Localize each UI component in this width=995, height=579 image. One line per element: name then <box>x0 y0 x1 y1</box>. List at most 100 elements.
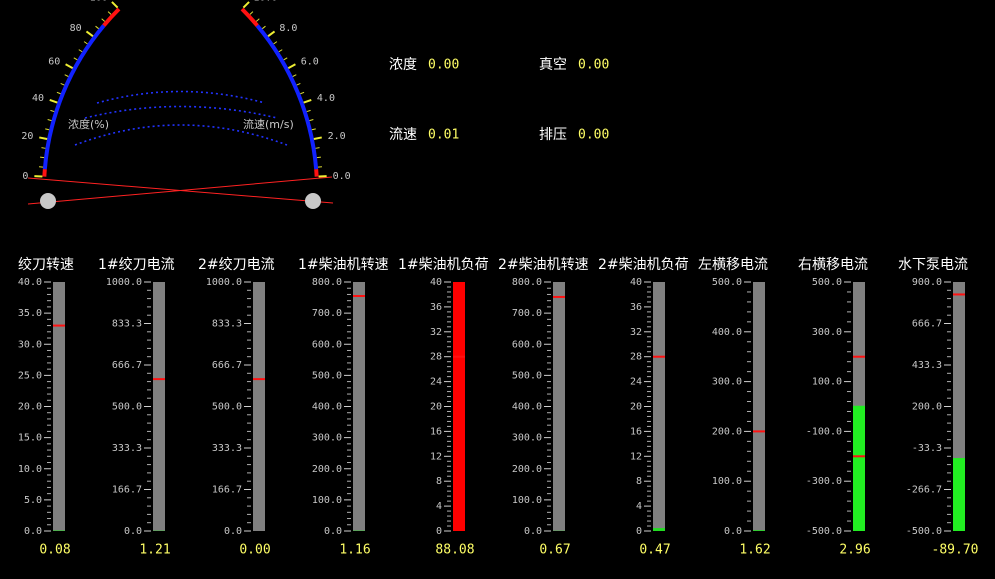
meter-tick-label: 400.0 <box>512 402 542 413</box>
gauge-tick-label: 6.0 <box>301 56 319 67</box>
meter-tick-label: 20.0 <box>18 402 42 413</box>
meter-track <box>753 282 765 531</box>
meter-title: 水下泵电流 <box>898 257 968 273</box>
meter-tick-label: 5.0 <box>24 495 42 506</box>
gauge-minor-tick <box>300 91 305 95</box>
meter-tick-label: 300.0 <box>812 327 842 338</box>
gauge-minor-tick <box>262 25 266 30</box>
meter-title: 2#绞刀电流 <box>198 256 275 273</box>
meter-tick-label: 25.0 <box>18 370 42 381</box>
meter-track <box>153 282 165 531</box>
meter-tick-label: 300.0 <box>512 433 542 444</box>
gauge-arc <box>42 168 47 177</box>
meter-tick-label: 200.0 <box>912 402 942 413</box>
meter-tick-label: 333.3 <box>112 443 142 454</box>
meter-track <box>653 282 665 531</box>
gauge-minor-tick <box>64 74 69 77</box>
meter-tick-label: 32 <box>430 327 442 338</box>
gauge-minor-tick <box>311 128 316 131</box>
gauge-arc <box>102 7 121 27</box>
meter-title: 左横移电流 <box>698 257 768 273</box>
flow-arcs <box>74 90 288 146</box>
gauge-minor-tick <box>50 109 55 113</box>
meter-tick-label: 1000.0 <box>106 277 142 288</box>
meter-title: 1#绞刀电流 <box>98 256 175 273</box>
cross-line <box>27 176 333 205</box>
gauge-minor-tick <box>316 156 321 159</box>
meter-tick-label: -500.0 <box>806 526 842 537</box>
gauge-tick <box>85 30 94 37</box>
gauge-right-label: 流速(m/s) <box>243 117 294 131</box>
meter-tick-label: 500.0 <box>112 402 142 413</box>
gauge-minor-tick <box>101 18 106 22</box>
meter-track <box>53 282 65 531</box>
meter-tick-label: 35.0 <box>18 308 42 319</box>
gauge-tick-label: 80 <box>70 23 82 34</box>
readout-value: 0.01 <box>428 128 459 143</box>
meter-title: 绞刀转速 <box>18 256 74 273</box>
meter-tick-label: -266.7 <box>906 485 942 496</box>
gauge-tick-label: 2.0 <box>328 131 346 142</box>
gauge-minor-tick <box>107 11 112 15</box>
meter-tick-label: 20 <box>430 402 442 413</box>
meter-tick-label: 36 <box>630 302 642 313</box>
meter-tick-label: 833.3 <box>112 319 142 330</box>
meter-tick-label: 0.0 <box>224 526 242 537</box>
meter-tick-label: 8 <box>636 476 642 487</box>
meter-tick-label: 833.3 <box>212 319 242 330</box>
gauge-minor-tick <box>73 57 78 61</box>
meter-bar <box>753 530 765 531</box>
meter-value: 1.16 <box>339 543 370 558</box>
gauge-tick-label: 100 <box>90 0 108 4</box>
flow-arc <box>96 90 266 104</box>
meter-tick-label: 4 <box>436 501 442 512</box>
meter-title: 右横移电流 <box>798 257 868 273</box>
gauge-minor-tick <box>296 82 301 86</box>
meter-tick-label: 300.0 <box>712 377 742 388</box>
gauge-arc <box>314 168 319 177</box>
meter-tick-label: 800.0 <box>312 277 342 288</box>
meter-value: 0.00 <box>239 543 270 558</box>
meter-tick-label: 1000.0 <box>206 277 242 288</box>
gauge-left-label: 浓度(%) <box>68 117 109 131</box>
meter-tick-label: 16 <box>630 426 642 437</box>
meter-tick-label: 400.0 <box>312 402 342 413</box>
gauge-tick <box>111 1 119 9</box>
meter-tick-label: 666.7 <box>912 318 942 329</box>
gauge-arc <box>255 24 319 170</box>
gauge-minor-tick <box>40 156 45 159</box>
meter-tick-label: 100.0 <box>712 476 742 487</box>
gauge-tick <box>267 30 276 37</box>
gauge-minor-tick <box>255 18 260 22</box>
meter-tick-label: 0.0 <box>24 526 42 537</box>
gauge-minor-tick <box>78 49 83 53</box>
meter-tick-label: 200.0 <box>312 464 342 475</box>
gauge-minor-tick <box>309 119 314 122</box>
gauge-arc <box>42 24 106 170</box>
gauge-minor-tick <box>306 109 311 113</box>
readout-label: 真空 <box>539 57 567 73</box>
meter-bar <box>653 528 665 531</box>
meter-tick-label: 30.0 <box>18 339 42 350</box>
meter-tick-label: 166.7 <box>112 484 142 495</box>
meter-title: 2#柴油机转速 <box>498 257 589 273</box>
meter-bar <box>153 530 165 531</box>
meter-tick-label: 300.0 <box>312 433 342 444</box>
meter-bar <box>53 530 65 531</box>
pivot <box>305 193 321 209</box>
meter-value: 88.08 <box>435 543 474 558</box>
gauge-arc <box>240 7 259 27</box>
meter-value: 2.96 <box>839 543 870 558</box>
meter-tick-label: 600.0 <box>512 339 542 350</box>
meter-value: 1.62 <box>739 543 770 558</box>
meter-bar <box>353 530 365 531</box>
meter-tick-label: 700.0 <box>512 308 542 319</box>
gauge-minor-tick <box>249 11 254 15</box>
gauge-tick-label: 4.0 <box>317 93 335 104</box>
meter-tick-label: 700.0 <box>312 308 342 319</box>
pivot <box>40 193 56 209</box>
readout-label: 排压 <box>539 127 567 143</box>
meter-value: 1.21 <box>139 543 170 558</box>
meter-value: -89.70 <box>932 543 979 558</box>
meter-bar <box>453 282 465 531</box>
